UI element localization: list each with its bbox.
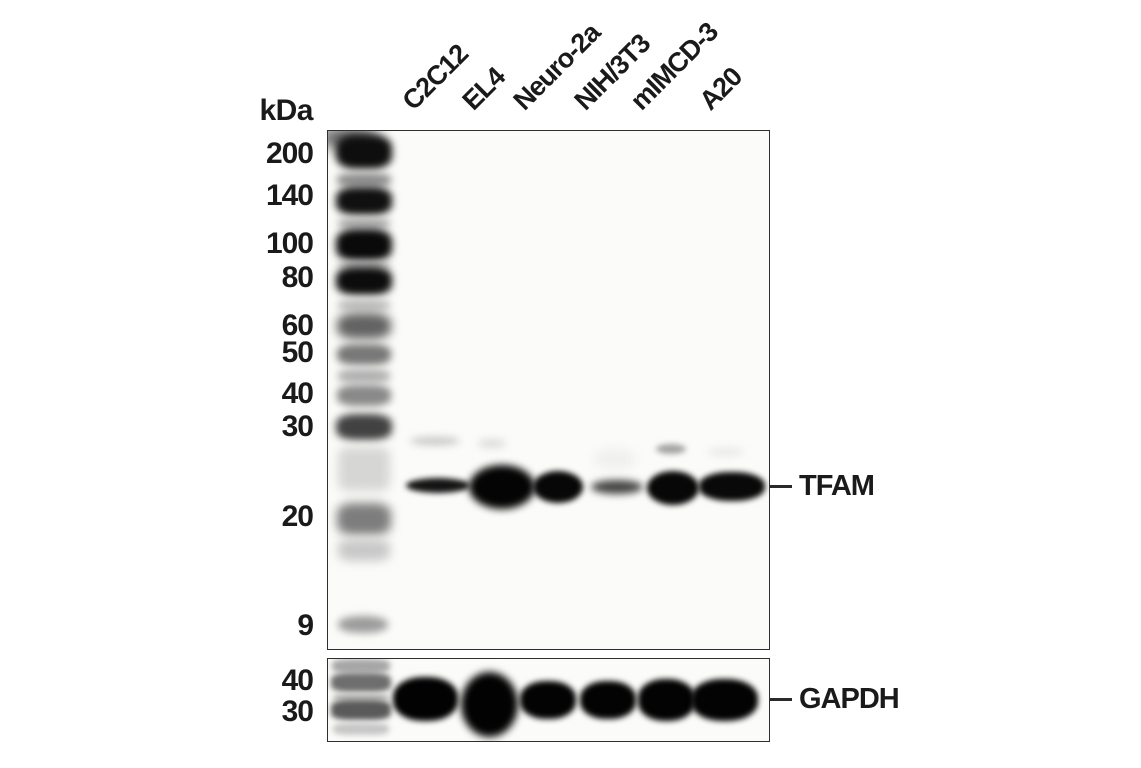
ladder-40 xyxy=(331,673,391,692)
gapdh-band-tick xyxy=(770,698,792,701)
mw-marker-40: 40 xyxy=(281,377,314,410)
band-tfam-el4 xyxy=(469,465,535,509)
ladder-faint-block xyxy=(338,447,390,491)
ladder-100 xyxy=(336,229,392,261)
ladder-40 xyxy=(337,385,391,406)
mw-marker-100: 100 xyxy=(265,227,314,260)
ladder-smear xyxy=(338,539,390,561)
ladder-30 xyxy=(331,700,391,720)
ladder-smear xyxy=(338,218,390,229)
gapdh-blot-panel xyxy=(327,658,770,742)
mw-marker-200: 200 xyxy=(265,137,314,170)
mw-marker-80: 80 xyxy=(281,261,314,294)
ladder-smear xyxy=(338,369,390,383)
mw-marker-30: 30 xyxy=(281,695,314,728)
mw-marker-9: 9 xyxy=(297,609,314,642)
ladder-smear xyxy=(338,299,390,311)
ladder-60 xyxy=(337,313,391,339)
ladder-20 xyxy=(337,503,391,535)
band-tfam-neuro2a xyxy=(533,471,583,503)
tfam-band-tick xyxy=(770,485,792,488)
mw-marker-60: 60 xyxy=(281,309,314,342)
mw-marker-30: 30 xyxy=(281,410,314,443)
band-tfam-mimcd3 xyxy=(647,471,699,505)
ladder-30 xyxy=(336,414,392,440)
tfam-target-label: TFAM xyxy=(799,470,875,502)
ladder-smear-top xyxy=(332,659,390,673)
ladder-smear xyxy=(338,262,390,269)
band-tfam-c2c12 xyxy=(406,478,470,493)
ladder-140 xyxy=(336,187,392,215)
mw-marker-20: 20 xyxy=(281,500,314,533)
artifact-a20 xyxy=(708,448,744,456)
band-tfam-nih3t3 xyxy=(591,480,643,494)
artifact-mimcd3 xyxy=(656,444,686,454)
mw-marker-40: 40 xyxy=(281,664,314,697)
artifact-el4 xyxy=(478,439,506,448)
lane-label-text: C2C12 xyxy=(396,38,474,116)
mw-marker-140: 140 xyxy=(265,179,314,212)
band-gapdh-mimcd3 xyxy=(638,679,695,721)
mw-marker-50: 50 xyxy=(281,336,314,369)
kda-unit-label: kDa xyxy=(259,94,313,127)
gapdh-target-label: GAPDH xyxy=(799,683,900,715)
ladder-smear xyxy=(337,173,391,187)
ladder-200 xyxy=(336,135,392,169)
band-gapdh-neuro2a xyxy=(520,681,576,719)
band-tfam-a20 xyxy=(699,472,765,501)
band-gapdh-a20 xyxy=(691,679,758,721)
band-gapdh-el4 xyxy=(461,672,518,737)
ladder-smear xyxy=(333,723,389,735)
ladder-80 xyxy=(336,267,392,295)
ladder-smear xyxy=(333,694,389,701)
artifact-c2c12 xyxy=(410,437,460,445)
band-gapdh-c2c12 xyxy=(393,677,458,721)
lane-label-text: A20 xyxy=(693,61,748,116)
ladder-9 xyxy=(338,616,388,633)
ladder-50 xyxy=(337,344,391,365)
band-gapdh-nih3t3 xyxy=(580,681,636,719)
tfam-blot-panel xyxy=(327,130,770,650)
artifact-nih3t3 xyxy=(594,449,636,469)
